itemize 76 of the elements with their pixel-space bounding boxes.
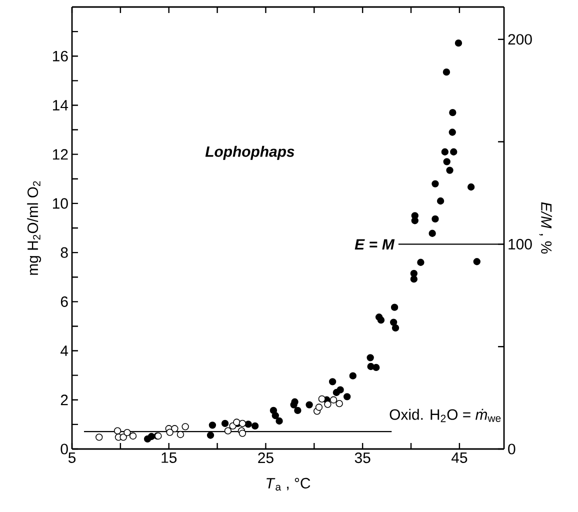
point — [446, 166, 454, 174]
point — [390, 304, 398, 311]
y-axis-title: mg H$_{2}$O/ml O$_{2}$ — [27, 181, 42, 275]
point — [224, 427, 232, 434]
y-tick-label: 12 — [53, 149, 68, 160]
point — [272, 412, 279, 420]
point — [473, 258, 480, 266]
point — [328, 378, 336, 386]
x-tick-label: 5 — [68, 452, 76, 463]
point — [330, 396, 338, 404]
point — [467, 183, 475, 191]
y-tick-label: 4 — [60, 346, 68, 356]
point — [290, 401, 298, 408]
y-tick-label: 0 — [60, 444, 68, 454]
point — [366, 354, 374, 362]
point — [182, 423, 189, 430]
y-tick-label: 8 — [60, 247, 68, 258]
point — [432, 180, 439, 188]
y2-axis-title: E/M , % — [539, 202, 552, 254]
x-axis-title: T$_{a}$ , °C — [266, 478, 310, 491]
point — [443, 158, 450, 166]
point — [390, 318, 398, 326]
x-tick-label: 45 — [451, 452, 468, 463]
point — [372, 364, 380, 372]
y-tick-label: 6 — [60, 296, 68, 307]
point — [450, 148, 458, 156]
point — [324, 400, 332, 408]
point — [176, 430, 184, 438]
point — [208, 422, 216, 429]
x-tick-label: 35 — [354, 452, 370, 464]
point — [206, 432, 214, 439]
point — [148, 432, 156, 440]
point — [318, 395, 326, 402]
y-tick-label: 2 — [60, 394, 68, 406]
point — [238, 420, 246, 428]
y-tick-label: 10 — [53, 198, 68, 209]
point — [336, 400, 343, 408]
point — [294, 406, 302, 414]
point — [442, 68, 450, 76]
point — [449, 109, 456, 116]
point — [238, 430, 246, 437]
y2-tick-label: 0 — [508, 444, 516, 454]
x-tick-label: 15 — [162, 452, 177, 463]
annotation: Lophophaps — [205, 146, 294, 160]
y2-tick-label: 100 — [508, 238, 532, 250]
point — [432, 215, 439, 222]
point — [436, 197, 444, 205]
point — [411, 217, 418, 224]
point — [441, 148, 449, 156]
annotation: Oxid. H$_{2}$O = ṁ$_{we}$ — [390, 408, 501, 422]
point — [221, 420, 229, 428]
point — [417, 258, 424, 266]
y-tick-label: 14 — [53, 100, 68, 110]
y2-tick-label: 200 — [508, 34, 532, 45]
point — [306, 401, 313, 408]
point — [166, 428, 174, 436]
point — [448, 128, 456, 136]
point — [344, 393, 351, 400]
point — [114, 427, 122, 434]
point — [392, 324, 400, 332]
point — [124, 428, 131, 436]
point — [315, 404, 323, 411]
x-tick-label: 25 — [258, 452, 274, 464]
point — [120, 434, 127, 441]
y-tick-label: 16 — [53, 50, 68, 62]
point — [428, 230, 436, 237]
point — [276, 417, 283, 425]
point — [454, 40, 462, 47]
annotation: E = M — [354, 239, 395, 250]
point — [410, 275, 418, 283]
point — [96, 434, 103, 441]
point — [332, 388, 340, 396]
point — [251, 422, 259, 430]
point — [377, 316, 385, 324]
point — [129, 432, 137, 440]
point — [349, 372, 356, 380]
